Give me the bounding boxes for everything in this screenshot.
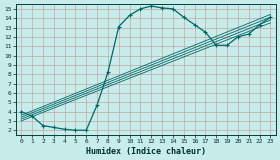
X-axis label: Humidex (Indice chaleur): Humidex (Indice chaleur) bbox=[86, 147, 206, 156]
